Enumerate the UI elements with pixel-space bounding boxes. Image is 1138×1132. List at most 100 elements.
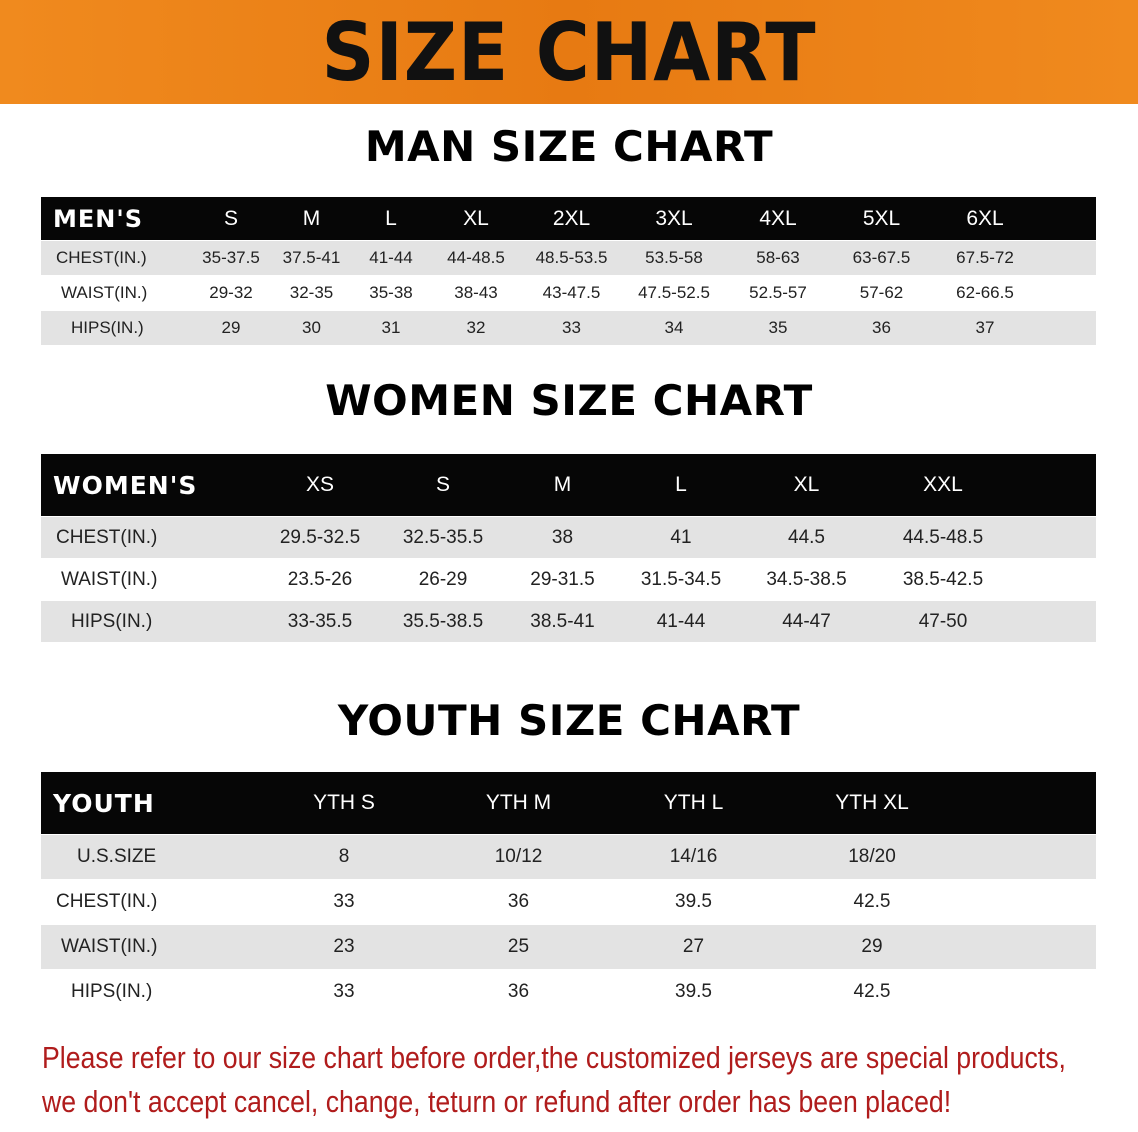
table-cell: 38-43 [454,283,498,302]
row-label: CHEST(IN.) [56,248,147,267]
size-column-header: L [675,473,687,496]
size-column-header: YTH XL [835,791,909,814]
size-column-header: 2XL [552,206,591,230]
table-cell: 33 [562,318,581,337]
table-cell: 29-31.5 [530,568,595,590]
row-label: HIPS(IN.) [71,981,153,1002]
size-column-header: M [553,473,572,496]
table-cell: 63-67.5 [852,248,911,267]
row-label: U.S.SIZE [77,846,157,867]
table-cell: 38.5-42.5 [902,568,984,590]
table-cell: 25 [507,936,530,957]
size-column-header: XXL [923,473,963,496]
table-cell: 44-48.5 [447,248,505,267]
size-column-header: 3XL [655,206,693,230]
table-cell: 38 [551,526,574,548]
table-row: WAIST(IN.) 23 25 27 29 [41,925,1096,969]
size-column-header: S [435,473,450,496]
size-column-header: L [385,206,397,230]
table-cell: 38.5-41 [530,610,595,632]
table-cell: 42.5 [853,981,891,1002]
table-cell: 29 [861,936,883,957]
size-column-header: YTH S [313,791,375,814]
table-category-label: YOUTH [53,788,155,818]
table-cell: 43-47.5 [542,283,601,302]
table-cell: 35-37.5 [202,248,260,267]
row-label: WAIST(IN.) [61,283,148,302]
table-cell: 30 [302,318,321,337]
table-cell: 29 [221,318,241,337]
table-header-row: YOUTH YTH S YTH M YTH L YTH XL [41,772,1096,834]
table-cell: 47.5-52.5 [638,283,710,302]
table-category-label: WOMEN'S [53,470,198,500]
size-column-header: YTH L [663,791,724,814]
table-cell: 29.5-32.5 [279,526,361,548]
table-cell: 44.5 [788,526,825,548]
youth-size-table: YOUTH YTH S YTH M YTH L YTH XL U.S.SIZE 8 10/12… [41,772,1096,1014]
table-category-label: MEN'S [53,204,143,233]
table-cell: 33 [333,891,355,912]
row-label: WAIST(IN.) [61,568,158,590]
table-row: U.S.SIZE 8 10/12 14/16 18/20 [41,835,1096,879]
notice-line-2: we don't accept cancel, change, teturn o… [42,1084,952,1119]
table-cell: 23.5-26 [287,568,353,590]
table-cell: 44.5-48.5 [902,526,984,548]
table-cell: 27 [682,936,705,957]
table-row: HIPS(IN.) 33 36 39.5 42.5 [41,970,1096,1014]
size-column-header: M [302,206,321,230]
table-cell: 8 [338,846,350,867]
size-column-header: YTH M [485,791,552,814]
size-chart-banner: SIZE CHART [0,0,1138,104]
table-cell: 44-47 [782,610,831,632]
table-cell: 47-50 [918,610,968,632]
size-column-header: S [223,206,238,230]
table-cell: 42.5 [853,891,891,912]
table-cell: 39.5 [675,981,712,1002]
table-cell: 32.5-35.5 [402,526,484,548]
table-cell: 62-66.5 [956,283,1014,302]
table-cell: 31 [381,318,401,337]
table-cell: 52.5-57 [749,283,807,302]
main-title: SIZE CHART [321,5,817,99]
men-section-title: MAN SIZE CHART [364,122,774,171]
table-cell: 29-32 [209,283,253,302]
size-column-header: XL [793,473,820,496]
table-cell: 35.5-38.5 [402,610,484,632]
table-cell: 10/12 [494,846,543,867]
table-cell: 33-35.5 [287,610,353,632]
table-cell: 35 [768,318,788,337]
table-cell: 36 [507,981,530,1002]
table-cell: 33 [333,981,355,1002]
table-header-row: WOMEN'S XS S M L XL XXL [41,454,1096,516]
table-cell: 23 [333,936,355,957]
table-cell: 14/16 [669,846,718,867]
order-notice: Please refer to our size chart before or… [42,1036,1126,1124]
table-cell: 34.5-38.5 [766,568,847,590]
youth-section-title: YOUTH SIZE CHART [337,696,801,745]
table-cell: 41-44 [369,248,413,267]
table-cell: 67.5-72 [956,248,1014,267]
table-row: HIPS(IN.) 33-35.5 35.5-38.5 38.5-41 41-44 44-… [41,601,1096,642]
row-label: CHEST(IN.) [56,526,158,548]
table-cell: 57-62 [859,283,904,302]
table-row: WAIST(IN.) 29-32 32-35 35-38 38-43 43-47.5 47.… [41,276,1096,310]
table-cell: 32-35 [289,283,334,302]
men-size-table: MEN'S S M L XL 2XL 3XL 4XL 5XL 6XL CHEST(IN.) 35-37… [41,197,1096,345]
table-row: CHEST(IN.) 35-37.5 37.5-41 41-44 44-48.5 48.5… [41,241,1096,275]
table-cell: 31.5-34.5 [640,568,722,590]
table-cell: 53.5-58 [645,248,703,267]
table-cell: 34 [664,318,684,337]
size-column-header: XL [463,206,489,230]
table-cell: 35-38 [369,283,413,302]
table-row: WAIST(IN.) 23.5-26 26-29 29-31.5 31.5-34.5 34… [41,559,1096,600]
table-cell: 37 [975,318,995,337]
table-cell: 32 [466,318,486,337]
table-cell: 41 [670,526,692,548]
row-label: CHEST(IN.) [56,891,158,912]
table-cell: 36 [507,891,530,912]
table-cell: 36 [872,318,891,337]
table-cell: 37.5-41 [282,248,341,267]
women-section-title: WOMEN SIZE CHART [325,376,813,425]
table-cell: 48.5-53.5 [535,248,608,267]
size-column-header: 4XL [759,206,797,230]
